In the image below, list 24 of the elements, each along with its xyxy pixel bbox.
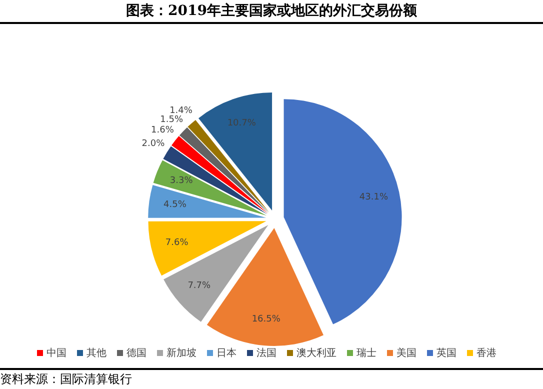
legend-label: 德国 — [126, 348, 146, 359]
legend-label: 美国 — [396, 348, 416, 359]
legend-label: 日本 — [216, 348, 236, 359]
data-label: 7.7% — [188, 280, 212, 291]
legend-label: 法国 — [256, 348, 276, 359]
legend-label: 澳大利亚 — [296, 348, 336, 359]
chart-title: 图表：2019年主要国家或地区的外汇交易份额 — [0, 0, 543, 24]
data-label: 7.6% — [165, 238, 189, 248]
legend-label: 其他 — [86, 348, 106, 359]
data-label: 43.1% — [359, 192, 388, 202]
data-label: 1.4% — [170, 106, 193, 116]
data-label: 3.3% — [170, 176, 194, 186]
legend-label: 香港 — [476, 348, 496, 359]
data-label: 4.5% — [164, 200, 187, 210]
legend-label: 中国 — [46, 348, 66, 359]
data-label: 1.5% — [160, 115, 184, 126]
data-label: 16.5% — [252, 314, 281, 325]
text: 资料来源：国际清算银行 — [0, 370, 543, 388]
legend-label: 英国 — [436, 348, 456, 359]
legend-label: 新加坡 — [166, 348, 196, 359]
data-label: 1.6% — [151, 126, 174, 136]
data-label: 10.7% — [227, 118, 256, 129]
legend-label: 瑞士 — [356, 348, 376, 359]
data-label: 2.0% — [142, 139, 166, 150]
